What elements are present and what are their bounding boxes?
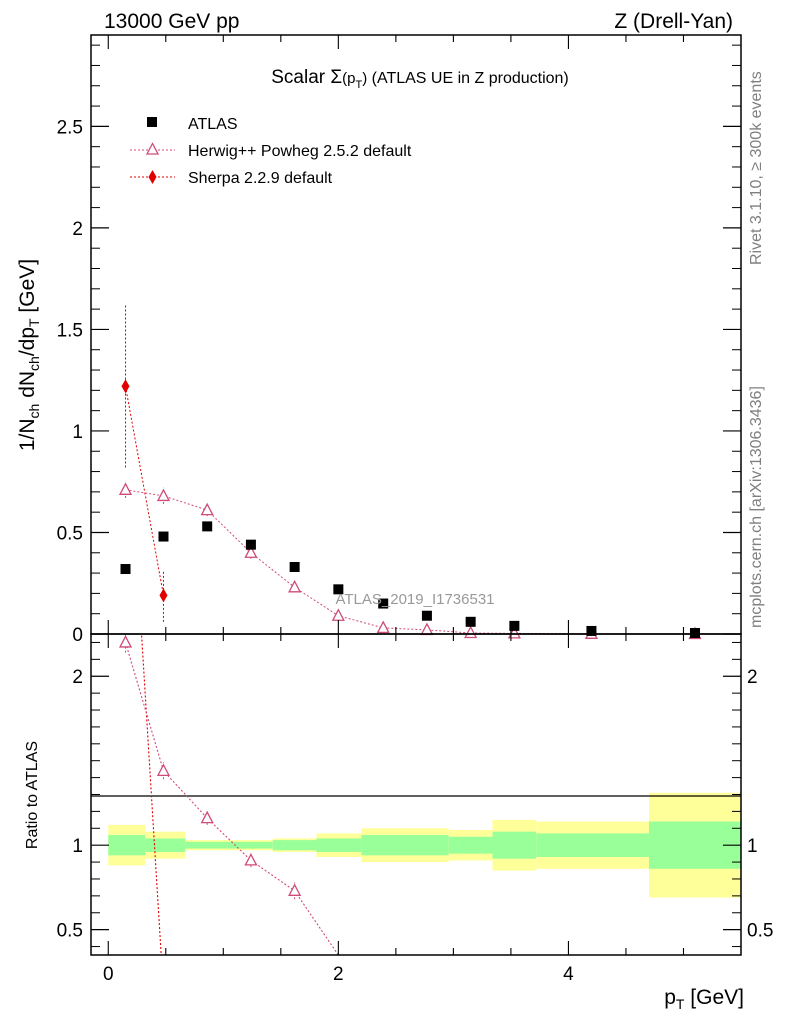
sherpa-line bbox=[125, 386, 164, 596]
herwig-ratio-line bbox=[124, 642, 339, 955]
ratio-panel: 0 2 4 0.5 0.5 1 1 2 2 Ratio to ATLAS pT [GeV] bbox=[24, 633, 773, 1012]
rivet-label: Rivet 3.1.10, ≥ 300k events bbox=[748, 71, 765, 265]
ratio-ytick-label-right: 1 bbox=[747, 836, 758, 857]
legend-label-atlas: ATLAS bbox=[188, 116, 238, 133]
ratio-ytick-label-right: 2 bbox=[747, 667, 758, 688]
ratio-ytick-label-right: 0.5 bbox=[747, 921, 773, 942]
main-ytick-label: 0 bbox=[72, 625, 83, 646]
ratio-data-layer bbox=[118, 634, 339, 955]
mcplots-label: mcplots.cern.ch [arXiv:1306.3436] bbox=[748, 386, 765, 628]
legend-marker-herwig bbox=[145, 142, 160, 155]
sherpa-point bbox=[121, 379, 130, 394]
ratio-ytick-label: 2 bbox=[72, 667, 83, 688]
legend: ATLAS Herwig++ Powheg 2.5.2 default Sher… bbox=[130, 116, 412, 187]
atlas-point bbox=[421, 610, 432, 621]
atlas-point bbox=[158, 531, 169, 542]
atlas-point bbox=[289, 561, 300, 572]
legend-marker-sherpa bbox=[148, 170, 157, 184]
title-arg-close: ) bbox=[362, 70, 367, 87]
sherpa-point bbox=[159, 588, 168, 603]
herwig-point bbox=[331, 608, 345, 621]
header-left: 13000 GeV pp bbox=[104, 10, 239, 33]
legend-label-sherpa: Sherpa 2.2.9 default bbox=[188, 170, 333, 187]
ylabel-part-b: dN bbox=[16, 371, 39, 404]
main-panel: 00.511.522.5 Scalar Σ(pT) (ATLAS UE in Z… bbox=[16, 34, 742, 646]
legend-label-herwig: Herwig++ Powheg 2.5.2 default bbox=[188, 143, 412, 160]
ylabel-part-c: /dp bbox=[16, 327, 39, 356]
x-tick-label: 0 bbox=[103, 964, 114, 985]
xlabel-unit: [GeV] bbox=[684, 986, 744, 1009]
ratio-ytick-label: 1 bbox=[72, 836, 83, 857]
ylabel-sub-a: ch bbox=[26, 404, 42, 419]
herwig-point bbox=[156, 488, 171, 502]
uncertainty-band-inner bbox=[316, 838, 362, 852]
herwig-point bbox=[507, 625, 521, 639]
main-ytick-label: 0.5 bbox=[57, 523, 83, 544]
ylabel-sub-b: ch bbox=[26, 356, 42, 371]
herwig-point bbox=[244, 545, 258, 558]
ylabel-part-a: 1/N bbox=[16, 418, 39, 451]
uncertainty-band-inner bbox=[272, 840, 317, 851]
herwig-point bbox=[376, 620, 390, 634]
uncertainty-band-inner bbox=[405, 835, 449, 856]
main-title: Scalar Σ(pT) (ATLAS UE in Z production) bbox=[271, 67, 569, 91]
title-arg-sub: T bbox=[355, 79, 362, 91]
ratio-ylabel: Ratio to ATLAS bbox=[24, 741, 41, 849]
atlas-point bbox=[120, 564, 131, 575]
atlas-point bbox=[245, 539, 256, 550]
ratio-bands-layer bbox=[108, 792, 741, 898]
title-suffix: (ATLAS UE in Z production) bbox=[367, 70, 569, 87]
herwig-ratio-point bbox=[156, 763, 171, 776]
atlas-point bbox=[378, 598, 389, 609]
herwig-point bbox=[200, 502, 214, 516]
main-ytick-label: 2 bbox=[72, 219, 83, 240]
herwig-ratio-point bbox=[244, 852, 258, 866]
title-sigma: Σ bbox=[330, 67, 342, 88]
uncertainty-band-inner bbox=[185, 841, 230, 849]
sherpa-ratio-line bbox=[140, 634, 162, 955]
main-axes-layer: 0 0.5 1 1.5 2 2.5 bbox=[57, 35, 741, 646]
uncertainty-band-inner bbox=[361, 835, 406, 856]
herwig-ratio-point bbox=[288, 883, 302, 896]
herwig-point bbox=[420, 622, 434, 636]
atlas-point bbox=[586, 625, 597, 636]
main-ytick-label: 2.5 bbox=[57, 117, 83, 138]
xlabel-main: p bbox=[664, 986, 676, 1009]
legend-marker-atlas bbox=[147, 117, 157, 127]
uncertainty-band-inner bbox=[229, 841, 273, 849]
xlabel-sub: T bbox=[676, 996, 685, 1012]
ratio-ytick-label: 0.5 bbox=[57, 921, 83, 942]
main-ytick-label: 1.5 bbox=[57, 320, 83, 341]
ratio-axes-layer: 0 2 4 0.5 0.5 1 1 2 2 bbox=[57, 634, 773, 985]
main-ytick-label: 1 bbox=[72, 422, 83, 443]
title-arg-open: (p bbox=[342, 70, 355, 87]
uncertainty-band-inner bbox=[145, 838, 186, 852]
ylabel-part-d: [GeV] bbox=[16, 259, 39, 319]
main-ylabel: 1/Nch dNch/dpT [GeV] bbox=[16, 259, 42, 451]
ylabel-sub-c: T bbox=[26, 318, 42, 327]
x-tick-label: 2 bbox=[333, 964, 344, 985]
atlas-point bbox=[202, 521, 213, 532]
atlas-point bbox=[465, 616, 476, 627]
uncertainty-band-inner bbox=[108, 835, 146, 856]
title-prefix: Scalar bbox=[271, 67, 330, 88]
x-axis-label: pT [GeV] bbox=[664, 986, 744, 1012]
herwig-point bbox=[118, 482, 133, 495]
herwig-ratio-point bbox=[118, 635, 133, 648]
atlas-point bbox=[333, 584, 344, 595]
ratio-frame bbox=[90, 633, 742, 956]
uncertainty-band-inner bbox=[492, 831, 537, 859]
x-tick-label: 4 bbox=[563, 964, 574, 985]
herwig-point bbox=[288, 579, 302, 593]
herwig-point bbox=[464, 625, 478, 639]
uncertainty-band-inner bbox=[448, 836, 493, 854]
analysis-watermark: ATLAS_2019_I1736531 bbox=[335, 591, 494, 608]
header-right: Z (Drell-Yan) bbox=[614, 10, 733, 33]
main-data-layer bbox=[118, 305, 702, 640]
atlas-point bbox=[689, 627, 700, 638]
atlas-point bbox=[509, 620, 520, 631]
herwig-ratio-point bbox=[200, 810, 214, 824]
uncertainty-band-inner bbox=[536, 833, 649, 858]
